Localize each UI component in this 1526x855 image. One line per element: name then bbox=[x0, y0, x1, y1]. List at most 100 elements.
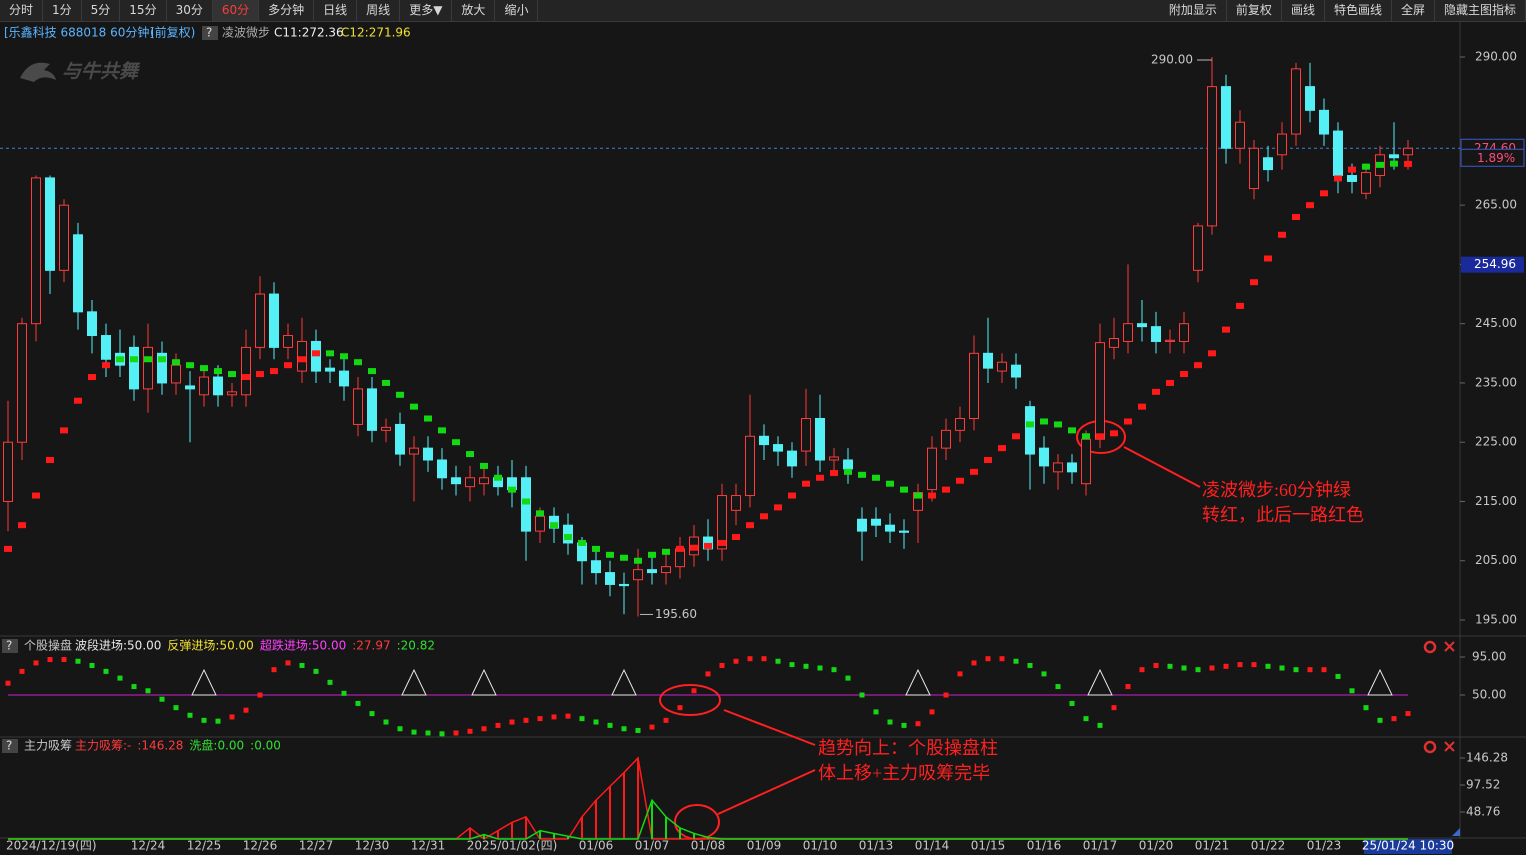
osc-dot bbox=[229, 714, 235, 720]
indicator-step bbox=[382, 379, 390, 386]
candle-body bbox=[255, 293, 265, 348]
signal-triangle bbox=[1367, 668, 1393, 696]
indicator-step bbox=[718, 539, 726, 546]
osc-dot bbox=[551, 714, 557, 720]
toolbar-button[interactable]: 前复权 bbox=[1227, 0, 1282, 21]
indicator-step bbox=[704, 542, 712, 549]
legend-entry: :0.00 bbox=[250, 739, 281, 753]
candle-body bbox=[605, 572, 615, 585]
indicator-step bbox=[1110, 430, 1118, 437]
osc-dot bbox=[1097, 722, 1103, 728]
osc-dot bbox=[341, 690, 347, 696]
toolbar-button[interactable]: 画线 bbox=[1282, 0, 1325, 21]
toolbar-button[interactable]: 缩小 bbox=[495, 0, 539, 21]
candle-body bbox=[801, 418, 811, 452]
candle-body bbox=[1095, 342, 1105, 440]
indicator-step bbox=[130, 356, 138, 363]
osc-dot bbox=[89, 662, 95, 668]
candle-body bbox=[731, 495, 741, 511]
toolbar-button[interactable]: 日线 bbox=[314, 0, 358, 21]
osc-dot bbox=[1349, 688, 1355, 694]
indicator-step bbox=[1376, 161, 1384, 168]
toolbar-button[interactable]: 60分 bbox=[212, 0, 260, 21]
annotation: 趋势向上：个股操盘柱 bbox=[818, 738, 998, 758]
indicator-step bbox=[830, 470, 838, 477]
candle-body bbox=[367, 388, 377, 431]
toolbar-button[interactable]: 5分 bbox=[82, 0, 121, 21]
toolbar-button[interactable]: 15分 bbox=[120, 0, 167, 21]
toolbar-button[interactable]: 30分 bbox=[167, 0, 213, 21]
envelope-line bbox=[8, 798, 1408, 840]
x-tick-label: 12/25 bbox=[187, 839, 222, 853]
indicator-step bbox=[102, 362, 110, 369]
annotation: 凌波微步:60分钟绿 bbox=[1202, 480, 1351, 500]
candle-body bbox=[1151, 326, 1161, 342]
x-tick-label: 01/08 bbox=[691, 839, 726, 853]
indicator-step bbox=[788, 492, 796, 499]
help-icon[interactable] bbox=[202, 26, 218, 40]
osc-dot bbox=[453, 730, 459, 736]
toolbar-button[interactable]: 周线 bbox=[357, 0, 401, 21]
x-tick-label: 12/30 bbox=[355, 839, 390, 853]
indicator-step bbox=[998, 445, 1006, 452]
candle-body bbox=[815, 418, 825, 461]
indicator-step bbox=[74, 397, 82, 404]
close-icon[interactable] bbox=[1444, 641, 1455, 752]
candle-body bbox=[1263, 157, 1273, 171]
annotation: 体上移+主力吸筹完毕 bbox=[818, 763, 990, 783]
candle-body bbox=[157, 352, 167, 384]
osc-dot bbox=[257, 692, 263, 698]
indicator-step bbox=[18, 522, 26, 529]
osc-dot bbox=[565, 713, 571, 719]
candle-body bbox=[45, 177, 55, 271]
osc-dot bbox=[607, 722, 613, 728]
y-tick-label: 245.00 bbox=[1475, 316, 1517, 330]
corner-marker bbox=[1452, 828, 1460, 836]
y-tick-label: 205.00 bbox=[1475, 553, 1517, 567]
osc-dot bbox=[355, 700, 361, 706]
gear-icon[interactable] bbox=[1423, 640, 1437, 754]
indicator-step bbox=[1390, 160, 1398, 167]
toolbar-button[interactable]: 1分 bbox=[43, 0, 82, 21]
candle-body bbox=[591, 560, 601, 574]
candle-body bbox=[787, 450, 797, 467]
osc-dot bbox=[635, 727, 641, 733]
toolbar-button[interactable]: 分时 bbox=[0, 0, 44, 21]
candle-body bbox=[759, 435, 769, 446]
indicator-step bbox=[550, 522, 558, 529]
toolbar-button[interactable]: 更多▼ bbox=[400, 0, 453, 21]
indicator-step bbox=[536, 510, 544, 517]
candle-body bbox=[535, 515, 545, 532]
indicator-step bbox=[1334, 175, 1342, 182]
candle-body bbox=[87, 311, 97, 337]
toolbar-button[interactable]: 全屏 bbox=[1392, 0, 1435, 21]
osc-dot bbox=[187, 712, 193, 718]
help-icon[interactable] bbox=[2, 639, 18, 653]
signal-triangle bbox=[1087, 668, 1113, 696]
candle-body bbox=[185, 385, 195, 390]
osc-dot bbox=[159, 696, 165, 702]
candle-body bbox=[871, 518, 881, 526]
toolbar-button[interactable]: 附加显示 bbox=[1160, 0, 1227, 21]
candle-body bbox=[1235, 121, 1245, 149]
toolbar-button[interactable]: 多分钟 bbox=[259, 0, 315, 21]
candle-body bbox=[619, 583, 629, 587]
candle-body bbox=[1179, 323, 1189, 342]
osc-dot bbox=[1083, 716, 1089, 722]
osc-dot bbox=[1209, 665, 1215, 671]
candle-body bbox=[927, 447, 937, 491]
osc-dot bbox=[1377, 717, 1383, 723]
help-icon[interactable] bbox=[2, 739, 18, 753]
osc-dot bbox=[1139, 667, 1145, 673]
indicator-step bbox=[620, 554, 628, 561]
indicator-step bbox=[914, 492, 922, 499]
indicator-step bbox=[1250, 279, 1258, 286]
toolbar-button[interactable]: 特色画线 bbox=[1325, 0, 1392, 21]
osc-dot bbox=[369, 711, 375, 717]
toolbar-button[interactable]: 隐藏主图指标 bbox=[1435, 0, 1526, 21]
osc-dot bbox=[1335, 673, 1341, 679]
toolbar-button[interactable]: 放大 bbox=[452, 0, 496, 21]
indicator-step bbox=[1306, 202, 1314, 209]
indicator-step bbox=[158, 356, 166, 363]
osc-dot bbox=[19, 668, 25, 674]
